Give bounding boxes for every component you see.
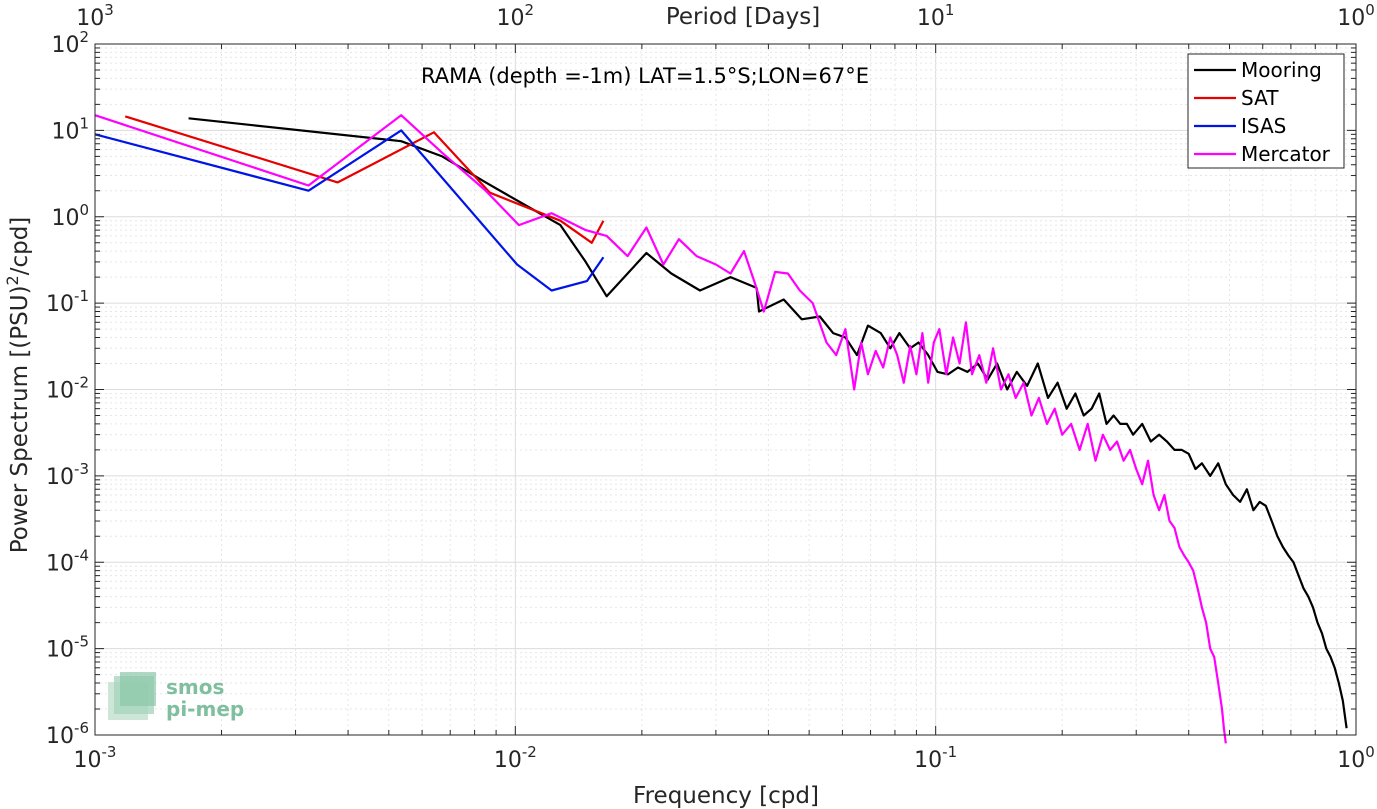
y-tick-label: 101 <box>51 114 89 144</box>
logo-mark-icon <box>108 672 156 720</box>
legend-label: SAT <box>1241 86 1279 110</box>
series-line-sat <box>124 115 605 244</box>
y-tick-label: 10-3 <box>46 460 89 490</box>
legend-label: Mooring <box>1241 58 1322 82</box>
chart-title: RAMA (depth =-1m) LAT=1.5°S;LON=67°E <box>421 64 869 88</box>
logo-text-smos: smos <box>166 675 224 699</box>
top-tick-label: 102 <box>497 1 535 31</box>
series-line-isas <box>94 129 605 292</box>
x-tick-label: 100 <box>1337 743 1375 773</box>
series-line-mooring <box>188 117 1348 729</box>
y-tick-label: 10-4 <box>46 546 89 576</box>
series-layer <box>94 114 1348 744</box>
x-tick-label: 10-1 <box>914 743 957 773</box>
smos-pi-mep-logo: smos pi-mep <box>108 672 244 721</box>
x-tick-label: 10-3 <box>74 743 117 773</box>
y-tick-label: 100 <box>51 201 89 231</box>
logo-text-pi-mep: pi-mep <box>166 697 244 721</box>
top-axis-label: Period [Days] <box>666 4 820 30</box>
y-tick-label: 10-5 <box>46 633 89 663</box>
y-axis-label: Power Spectrum [(PSU)2/cpd] <box>3 217 33 554</box>
top-tick-label: 103 <box>76 1 114 31</box>
legend-label: Mercator <box>1241 142 1331 166</box>
x-tick-label: 10-2 <box>494 743 537 773</box>
top-tick-label: 100 <box>1337 1 1375 31</box>
y-tick-label: 10-2 <box>46 374 89 404</box>
x-axis-label: Frequency [cpd] <box>633 783 819 809</box>
y-tick-label: 10-6 <box>46 719 89 749</box>
y-tick-label: 102 <box>51 28 89 58</box>
legend-box <box>1187 53 1345 169</box>
legend-label: ISAS <box>1241 114 1286 138</box>
ticks <box>94 43 1357 736</box>
y-tick-label: 10-1 <box>46 287 89 317</box>
series-line-mercator <box>94 114 1227 744</box>
grid <box>94 44 1356 736</box>
legend: Mooring SAT ISAS Mercator <box>1187 53 1345 169</box>
top-tick-label: 101 <box>917 1 955 31</box>
